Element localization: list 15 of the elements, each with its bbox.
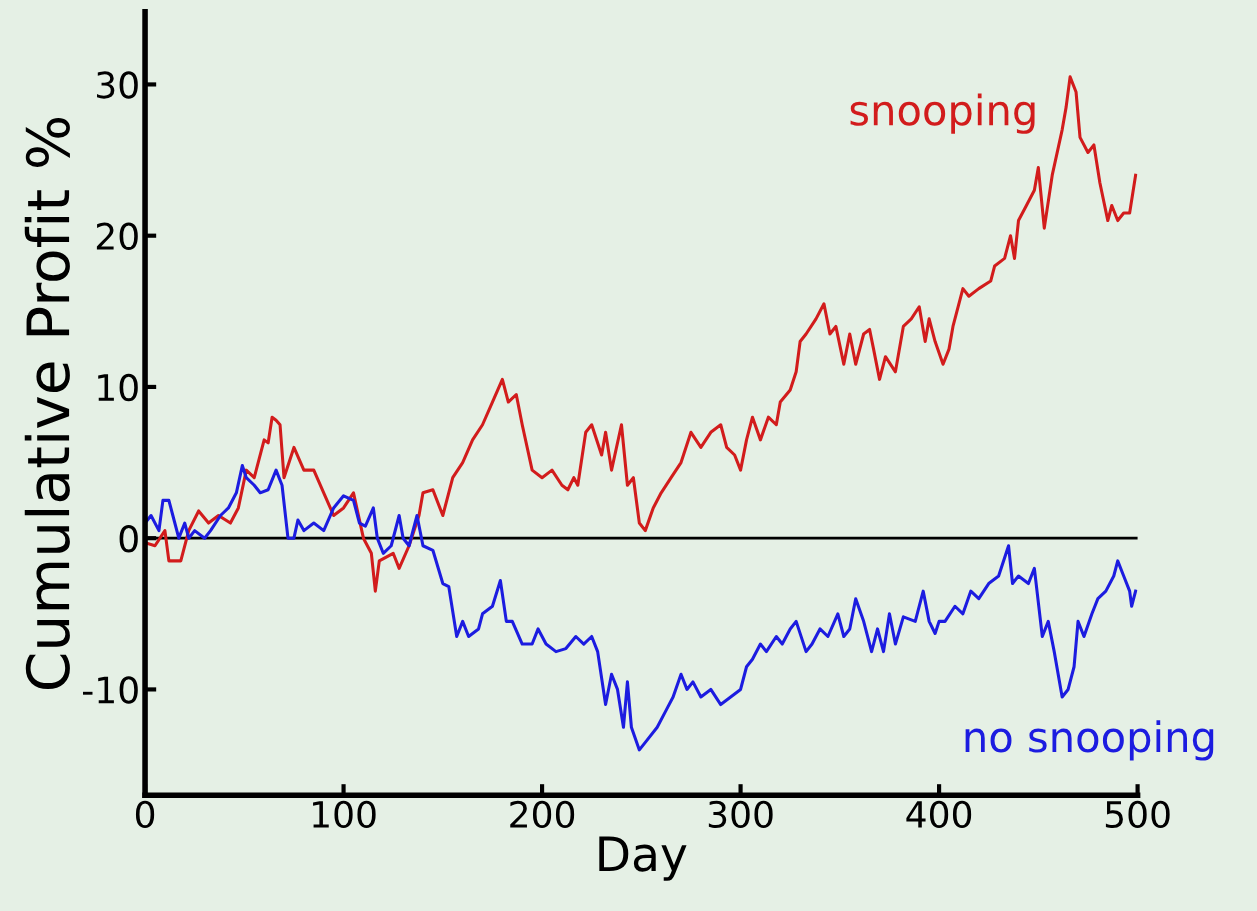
y-tick-label: 20: [96, 222, 138, 250]
x-tick-label: 100: [313, 800, 376, 829]
line-series: [145, 75, 1138, 593]
series-label: no snooping: [965, 720, 1214, 761]
x-axis-title: Day: [599, 836, 687, 881]
y-tick-label: 10: [98, 373, 138, 402]
x-tick-label: 500: [1105, 800, 1170, 829]
x-tick-label: 300: [708, 800, 773, 829]
y-tick-label: -10: [82, 676, 138, 704]
y-tick-label: 0: [119, 525, 138, 553]
series-label: snooping: [850, 93, 1035, 134]
y-axis-title: Cumulative Profit %: [24, 117, 70, 690]
x-tick-label: 200: [510, 800, 575, 829]
y-tick-label: 30: [97, 71, 138, 99]
x-tick-label: 400: [906, 800, 972, 829]
